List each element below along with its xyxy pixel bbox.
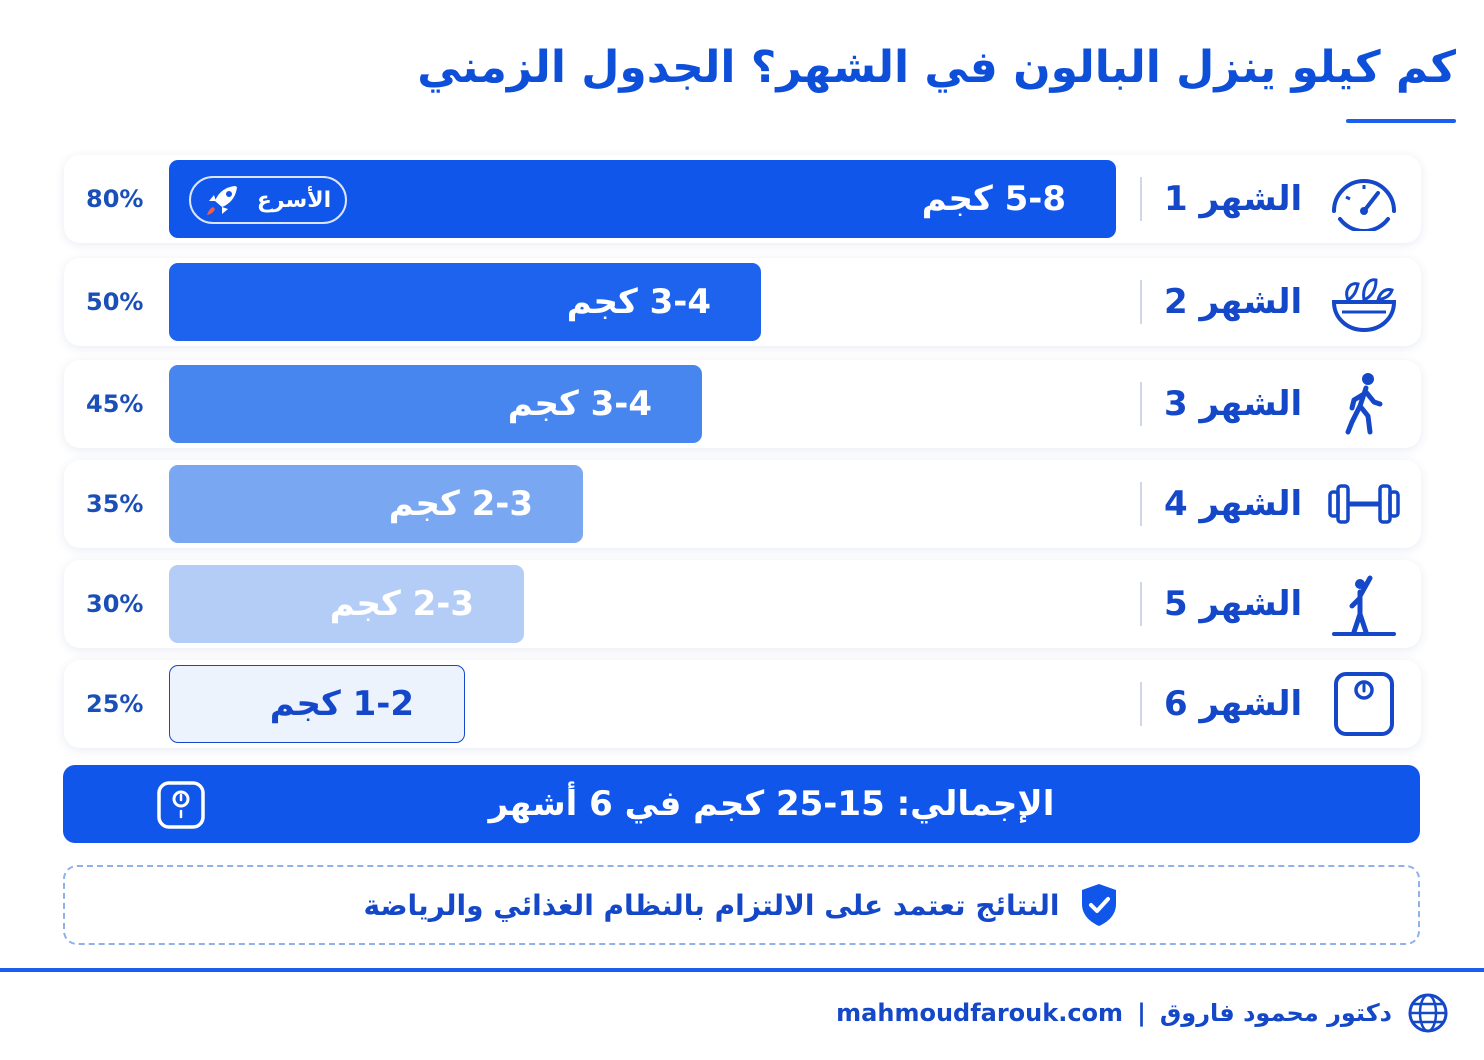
month-label: الشهر 4 bbox=[1164, 484, 1303, 524]
fastest-badge-label: الأسرع bbox=[256, 187, 332, 213]
progress-bar: 3-4 كجم bbox=[169, 263, 761, 341]
website-link[interactable]: mahmoudfarouk.com bbox=[836, 999, 1124, 1027]
rocket-icon bbox=[206, 186, 237, 215]
percentage-label: 25% bbox=[86, 690, 144, 718]
weight-loss-label: 1-2 كجم bbox=[269, 684, 414, 724]
scale-icon bbox=[157, 781, 205, 829]
percentage-label: 80% bbox=[86, 185, 144, 213]
fastest-badge: الأسرع bbox=[189, 176, 347, 224]
month-label: الشهر 1 bbox=[1164, 179, 1303, 219]
footer: دكتور محمود فاروق | mahmoudfarouk.com bbox=[836, 990, 1450, 1036]
month-label: الشهر 5 bbox=[1164, 584, 1303, 624]
percentage-label: 50% bbox=[86, 288, 144, 316]
weight-loss-label: 3-4 كجم bbox=[507, 384, 652, 424]
shield-check-icon bbox=[1081, 884, 1116, 926]
progress-bar: 5-8 كجم الأسرع bbox=[169, 160, 1116, 238]
row-divider bbox=[1140, 582, 1142, 626]
disclaimer-note: النتائج تعتمد على الالتزام بالنظام الغذا… bbox=[63, 865, 1420, 945]
weight-loss-label: 5-8 كجم bbox=[921, 179, 1066, 219]
page-title: كم كيلو ينزل البالون في الشهر؟ الجدول ال… bbox=[417, 42, 1456, 93]
month-row: 30% 2-3 كجم الشهر 5 bbox=[64, 560, 1421, 648]
total-banner: الإجمالي: 15-25 كجم في 6 أشهر bbox=[63, 765, 1420, 843]
percentage-label: 45% bbox=[86, 390, 144, 418]
footer-divider bbox=[0, 968, 1484, 972]
percentage-label: 35% bbox=[86, 490, 144, 518]
progress-bar: 3-4 كجم bbox=[169, 365, 702, 443]
row-divider bbox=[1140, 682, 1142, 726]
row-divider bbox=[1140, 177, 1142, 221]
footer-separator: | bbox=[1137, 999, 1146, 1027]
walking-person-icon bbox=[1326, 372, 1402, 436]
stretching-person-icon bbox=[1326, 572, 1402, 636]
month-label: الشهر 2 bbox=[1164, 282, 1303, 322]
dumbbell-icon bbox=[1326, 472, 1402, 536]
row-divider bbox=[1140, 280, 1142, 324]
month-row: 80% 5-8 كجم الأسرع الشهر 1 bbox=[64, 155, 1421, 243]
salad-bowl-icon bbox=[1326, 270, 1402, 334]
month-row: 50% 3-4 كجم الشهر 2 bbox=[64, 258, 1421, 346]
progress-bar: 1-2 كجم bbox=[169, 665, 465, 743]
month-row: 35% 2-3 كجم الشهر 4 bbox=[64, 460, 1421, 548]
month-label: الشهر 3 bbox=[1164, 384, 1303, 424]
speedometer-icon bbox=[1326, 167, 1402, 233]
weight-loss-label: 3-4 كجم bbox=[566, 282, 711, 322]
disclaimer-text: النتائج تعتمد على الالتزام بالنظام الغذا… bbox=[363, 888, 1060, 922]
author-name: دكتور محمود فاروق bbox=[1159, 999, 1392, 1027]
scale-icon bbox=[1326, 672, 1402, 736]
total-text: الإجمالي: 15-25 كجم في 6 أشهر bbox=[488, 784, 1055, 824]
month-label: الشهر 6 bbox=[1164, 684, 1303, 724]
progress-bar: 2-3 كجم bbox=[169, 565, 524, 643]
row-divider bbox=[1140, 382, 1142, 426]
month-row: 25% 1-2 كجم الشهر 6 bbox=[64, 660, 1421, 748]
percentage-label: 30% bbox=[86, 590, 144, 618]
month-row: 45% 3-4 كجم الشهر 3 bbox=[64, 360, 1421, 448]
globe-icon bbox=[1408, 993, 1448, 1033]
progress-bar: 2-3 كجم bbox=[169, 465, 583, 543]
title-underline bbox=[1346, 119, 1456, 123]
row-divider bbox=[1140, 482, 1142, 526]
weight-loss-label: 2-3 كجم bbox=[329, 584, 474, 624]
weight-loss-label: 2-3 كجم bbox=[388, 484, 533, 524]
